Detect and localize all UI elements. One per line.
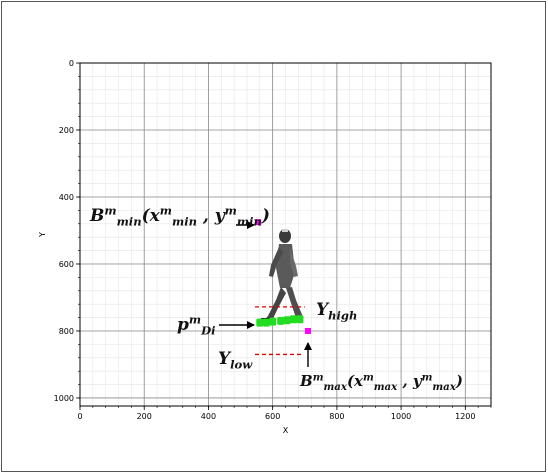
reference-lines bbox=[254, 306, 305, 356]
y-axis-label: Y bbox=[38, 232, 47, 238]
bbox-corner-points bbox=[255, 219, 311, 334]
ylow-annotation: Ylow bbox=[218, 349, 253, 371]
yhigh-annotation: Yhigh bbox=[316, 300, 357, 322]
bmin-annotation: Bmmin(xmmin , ymmin) bbox=[89, 204, 270, 229]
y-tick-label: 600 bbox=[59, 260, 74, 269]
x-axis-label: X bbox=[283, 426, 289, 435]
x-tick-label: 800 bbox=[329, 412, 344, 421]
foot-point bbox=[296, 315, 304, 324]
foot-contact-points bbox=[256, 315, 304, 327]
y-tick-label: 1000 bbox=[54, 394, 74, 403]
foot-point bbox=[269, 317, 277, 326]
y-tick-label: 0 bbox=[69, 59, 74, 68]
y-tick-label: 200 bbox=[59, 126, 74, 135]
x-tick-label: 400 bbox=[201, 412, 216, 421]
x-tick-label: 200 bbox=[137, 412, 152, 421]
walking-person-figure bbox=[259, 229, 303, 324]
foot-point bbox=[262, 318, 270, 327]
bbox-corner-point bbox=[255, 219, 262, 226]
axis-ticks bbox=[76, 62, 492, 410]
y-tick-label: 400 bbox=[59, 193, 74, 202]
foot-point bbox=[277, 316, 285, 325]
y-tick-label: 800 bbox=[59, 327, 74, 336]
bmax-annotation: Bmmax(xmmax , ymmax) bbox=[299, 371, 463, 392]
foot-point bbox=[290, 315, 298, 324]
x-tick-label: 0 bbox=[77, 412, 82, 421]
x-tick-label: 1200 bbox=[455, 412, 475, 421]
x-tick-label: 1000 bbox=[391, 412, 411, 421]
bbox-corner-point bbox=[304, 327, 311, 334]
pdi-annotation: pmDi bbox=[177, 313, 216, 338]
foot-point bbox=[283, 316, 291, 325]
tick-labels: 0 200 400 600 800 1000 1200 0 200 400 600 800 1000 bbox=[54, 59, 476, 421]
x-tick-label: 600 bbox=[265, 412, 280, 421]
foot-point bbox=[256, 318, 264, 327]
